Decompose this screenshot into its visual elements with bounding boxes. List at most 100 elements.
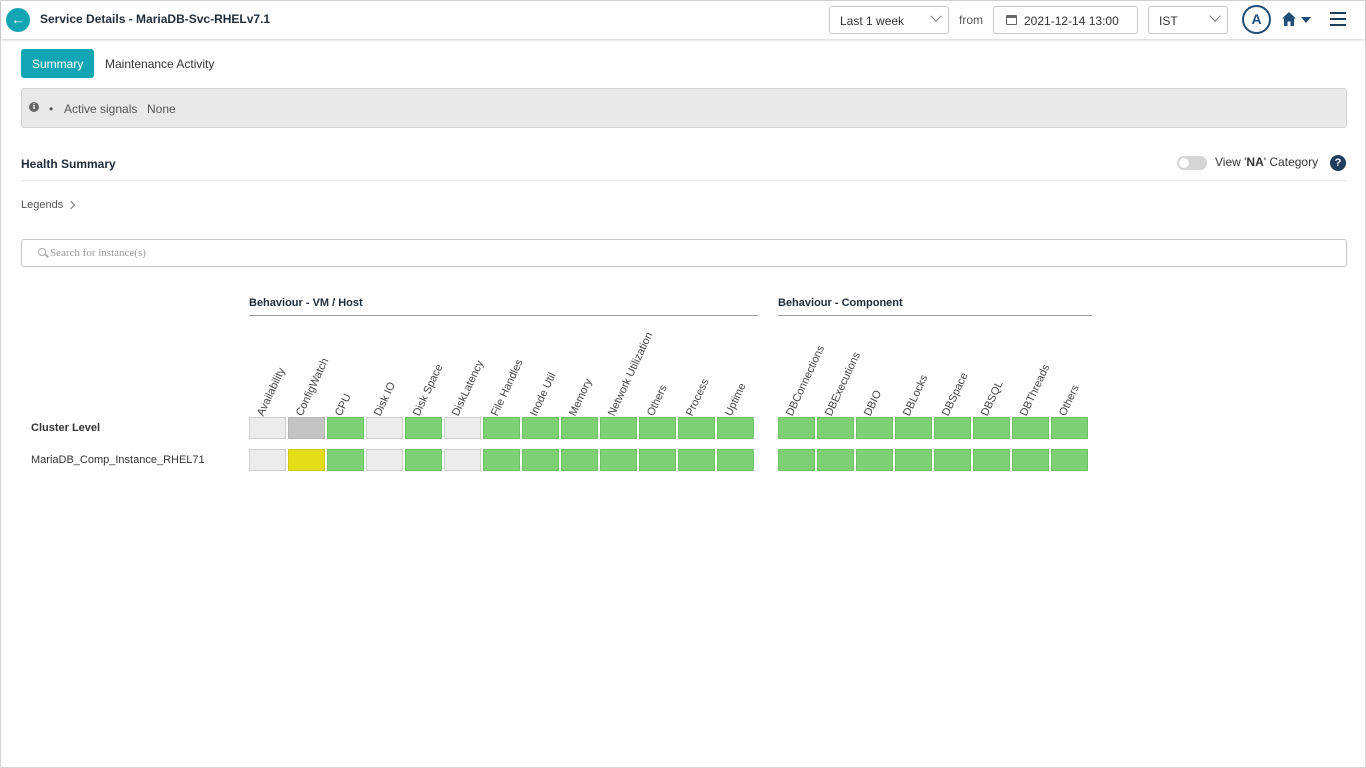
health-cell[interactable]: [717, 449, 754, 471]
calendar-icon: [1006, 15, 1017, 25]
group-divider: [778, 315, 1092, 316]
bullet-icon: •: [49, 102, 54, 116]
health-cell[interactable]: [522, 449, 559, 471]
date-picker[interactable]: 2021-12-14 13:00: [993, 6, 1138, 34]
column-header-disk-space: Disk Space: [411, 362, 446, 419]
hamburger-menu-icon[interactable]: [1330, 12, 1346, 26]
health-cell[interactable]: [1012, 449, 1049, 471]
chevron-right-icon[interactable]: [66, 200, 76, 210]
health-cell[interactable]: [895, 417, 932, 439]
health-cell[interactable]: [817, 449, 854, 471]
na-category-toggle[interactable]: [1177, 156, 1207, 170]
column-header-disklatency: DiskLatency: [450, 358, 487, 419]
column-header-cpu: CPU: [333, 391, 354, 419]
health-cell[interactable]: [288, 417, 325, 439]
tab-summary[interactable]: Summary: [21, 49, 95, 78]
health-cell[interactable]: [678, 449, 715, 471]
health-cell[interactable]: [600, 417, 637, 439]
health-cell[interactable]: [327, 417, 364, 439]
column-header-memory: Memory: [567, 376, 595, 419]
tab-maintenance-activity[interactable]: Maintenance Activity: [105, 57, 215, 71]
period-value: Last 1 week: [840, 14, 905, 28]
back-arrow-icon[interactable]: ←: [6, 8, 30, 32]
health-cell[interactable]: [249, 449, 286, 471]
na-category-label: View 'NA' Category: [1215, 155, 1319, 169]
column-header-disk-io: Disk IO: [372, 380, 399, 419]
health-cell[interactable]: [327, 449, 364, 471]
column-header-dbexecutions: DBExecutions: [823, 350, 864, 419]
from-label: from: [959, 13, 983, 27]
group-title-component: Behaviour - Component: [778, 297, 903, 309]
period-dropdown[interactable]: Last 1 week: [829, 6, 949, 34]
home-caret-icon[interactable]: [1301, 17, 1311, 23]
health-cell[interactable]: [778, 417, 815, 439]
avatar[interactable]: A: [1242, 5, 1271, 34]
health-cell[interactable]: [934, 449, 971, 471]
column-header-configwatch: ConfigWatch: [294, 356, 332, 419]
health-cell[interactable]: [678, 417, 715, 439]
column-header-others: Others: [1057, 383, 1082, 419]
instance-search[interactable]: [21, 239, 1347, 267]
health-cell[interactable]: [856, 449, 893, 471]
health-cell[interactable]: [778, 449, 815, 471]
health-cell[interactable]: [1051, 449, 1088, 471]
column-header-dblocks: DBLocks: [901, 373, 931, 419]
health-cell[interactable]: [973, 417, 1010, 439]
health-cell[interactable]: [717, 417, 754, 439]
info-icon: i: [29, 102, 39, 112]
page-title: Service Details - MariaDB-Svc-RHELv7.1: [40, 12, 271, 26]
health-cell[interactable]: [639, 417, 676, 439]
active-signals-label: Active signals: [64, 102, 138, 116]
health-cell[interactable]: [895, 449, 932, 471]
health-cell[interactable]: [561, 449, 598, 471]
health-cell[interactable]: [817, 417, 854, 439]
health-cell[interactable]: [288, 449, 325, 471]
health-cell[interactable]: [639, 449, 676, 471]
column-header-dbconnections: DBConnections: [784, 343, 828, 419]
group-title-vm-host: Behaviour - VM / Host: [249, 297, 363, 309]
chevron-down-icon: [930, 10, 942, 22]
health-cell[interactable]: [1051, 417, 1088, 439]
timezone-value: IST: [1159, 14, 1178, 28]
divider: [21, 180, 1347, 181]
top-bar: ← Service Details - MariaDB-Svc-RHELv7.1…: [1, 1, 1365, 39]
column-header-dbthreads: DBThreads: [1018, 362, 1053, 419]
column-header-file-handles: File Handles: [489, 357, 526, 419]
health-cell[interactable]: [856, 417, 893, 439]
help-icon[interactable]: ?: [1330, 155, 1346, 171]
health-cell[interactable]: [483, 417, 520, 439]
column-header-process: Process: [684, 376, 712, 419]
search-icon: [38, 248, 46, 256]
health-cell[interactable]: [600, 449, 637, 471]
health-summary-title: Health Summary: [21, 157, 116, 171]
health-cell[interactable]: [366, 449, 403, 471]
column-header-availability: Availability: [255, 366, 288, 419]
column-header-uptime: Uptime: [723, 381, 749, 419]
row-label: Cluster Level: [31, 422, 101, 434]
row-label: MariaDB_Comp_Instance_RHEL71: [31, 454, 205, 466]
column-header-inode-util: Inode Util: [528, 370, 559, 419]
health-cell[interactable]: [249, 417, 286, 439]
group-divider: [249, 315, 758, 316]
active-signals-bar: i • Active signals None: [21, 88, 1347, 128]
column-header-others: Others: [645, 383, 670, 419]
timezone-dropdown[interactable]: IST: [1148, 6, 1228, 34]
health-cell[interactable]: [444, 417, 481, 439]
active-signals-value: None: [147, 102, 176, 116]
column-header-dbsql: DBSQL: [979, 379, 1006, 419]
home-icon[interactable]: [1281, 11, 1297, 27]
chevron-down-icon: [1209, 10, 1221, 22]
health-cell[interactable]: [444, 449, 481, 471]
health-cell[interactable]: [405, 449, 442, 471]
search-input[interactable]: [50, 245, 1330, 261]
health-cell[interactable]: [483, 449, 520, 471]
health-cell[interactable]: [561, 417, 598, 439]
health-cell[interactable]: [405, 417, 442, 439]
health-cell[interactable]: [366, 417, 403, 439]
health-cell[interactable]: [522, 417, 559, 439]
health-cell[interactable]: [1012, 417, 1049, 439]
legends-toggle[interactable]: Legends: [21, 199, 64, 211]
column-header-dbio: DBIO: [862, 388, 885, 419]
health-cell[interactable]: [973, 449, 1010, 471]
health-cell[interactable]: [934, 417, 971, 439]
